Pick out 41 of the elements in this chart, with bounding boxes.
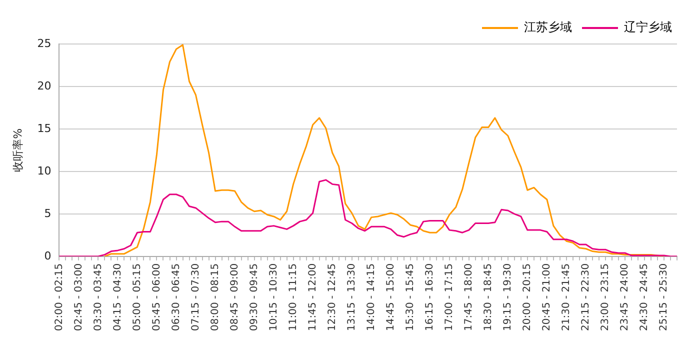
x-tick-label: 13:15 - 13:30 <box>346 263 358 332</box>
x-tick-label: 19:15 - 19:30 <box>502 263 514 332</box>
x-tick-label: 20:00 - 20:15 <box>522 263 534 332</box>
x-tick-label: 08:00 - 08:15 <box>210 263 221 332</box>
x-tick-label: 08:45 - 09:00 <box>229 263 240 332</box>
x-tick-label: 22:15 - 22:30 <box>580 263 592 332</box>
x-tick-label: 24:30 - 24:45 <box>639 263 650 332</box>
x-tick-label: 18:30 - 18:45 <box>483 263 494 332</box>
x-tick-label: 14:00 - 14:15 <box>366 263 377 332</box>
legend-label: 江苏乡域 <box>524 20 572 34</box>
y-tick-label: 10 <box>37 164 52 178</box>
x-tick-label: 14:45 - 15:00 <box>385 263 396 332</box>
legend-label: 辽宁乡域 <box>624 20 672 34</box>
x-tick-label: 25:15 - 25:30 <box>658 263 670 332</box>
x-tick-label: 06:30 - 06:45 <box>170 263 182 332</box>
y-tick-label: 25 <box>37 36 52 50</box>
x-tick-label: 23:45 - 24:00 <box>620 263 631 332</box>
y-tick-label: 15 <box>37 122 52 135</box>
x-tick-label: 16:15 - 16:30 <box>424 263 436 332</box>
y-axis-title: 收听率% <box>11 128 24 172</box>
x-tick-label: 03:30 - 03:45 <box>92 263 104 332</box>
y-tick-label: 20 <box>37 79 52 92</box>
x-tick-label: 12:30 - 12:45 <box>326 263 338 332</box>
x-tick-label: 21:30 - 21:45 <box>561 263 572 332</box>
x-tick-label: 02:00 - 02:15 <box>54 263 65 332</box>
x-tick-label: 05:00 - 05:15 <box>132 263 143 332</box>
x-tick-label: 11:00 - 11:15 <box>288 263 299 332</box>
x-tick-label: 17:00 - 17:15 <box>444 263 455 332</box>
x-tick-label: 09:30 - 09:45 <box>248 263 260 332</box>
x-tick-label: 05:45 - 06:00 <box>151 263 162 332</box>
x-tick-label: 17:45 - 18:00 <box>463 263 474 332</box>
x-tick-label: 07:15 - 07:30 <box>190 263 202 332</box>
y-tick-label: 0 <box>44 249 52 262</box>
x-tick-label: 23:00 - 23:15 <box>600 263 612 332</box>
x-tick-label: 11:45 - 12:00 <box>307 263 318 332</box>
x-tick-label: 15:30 - 15:45 <box>404 263 416 332</box>
x-tick-label: 20:45 - 21:00 <box>542 263 553 332</box>
x-tick-label: 02:45 - 03:00 <box>73 263 84 332</box>
y-tick-label: 5 <box>44 206 52 220</box>
x-tick-label: 10:15 - 10:30 <box>268 263 280 332</box>
x-tick-label: 04:15 - 04:30 <box>112 263 124 332</box>
